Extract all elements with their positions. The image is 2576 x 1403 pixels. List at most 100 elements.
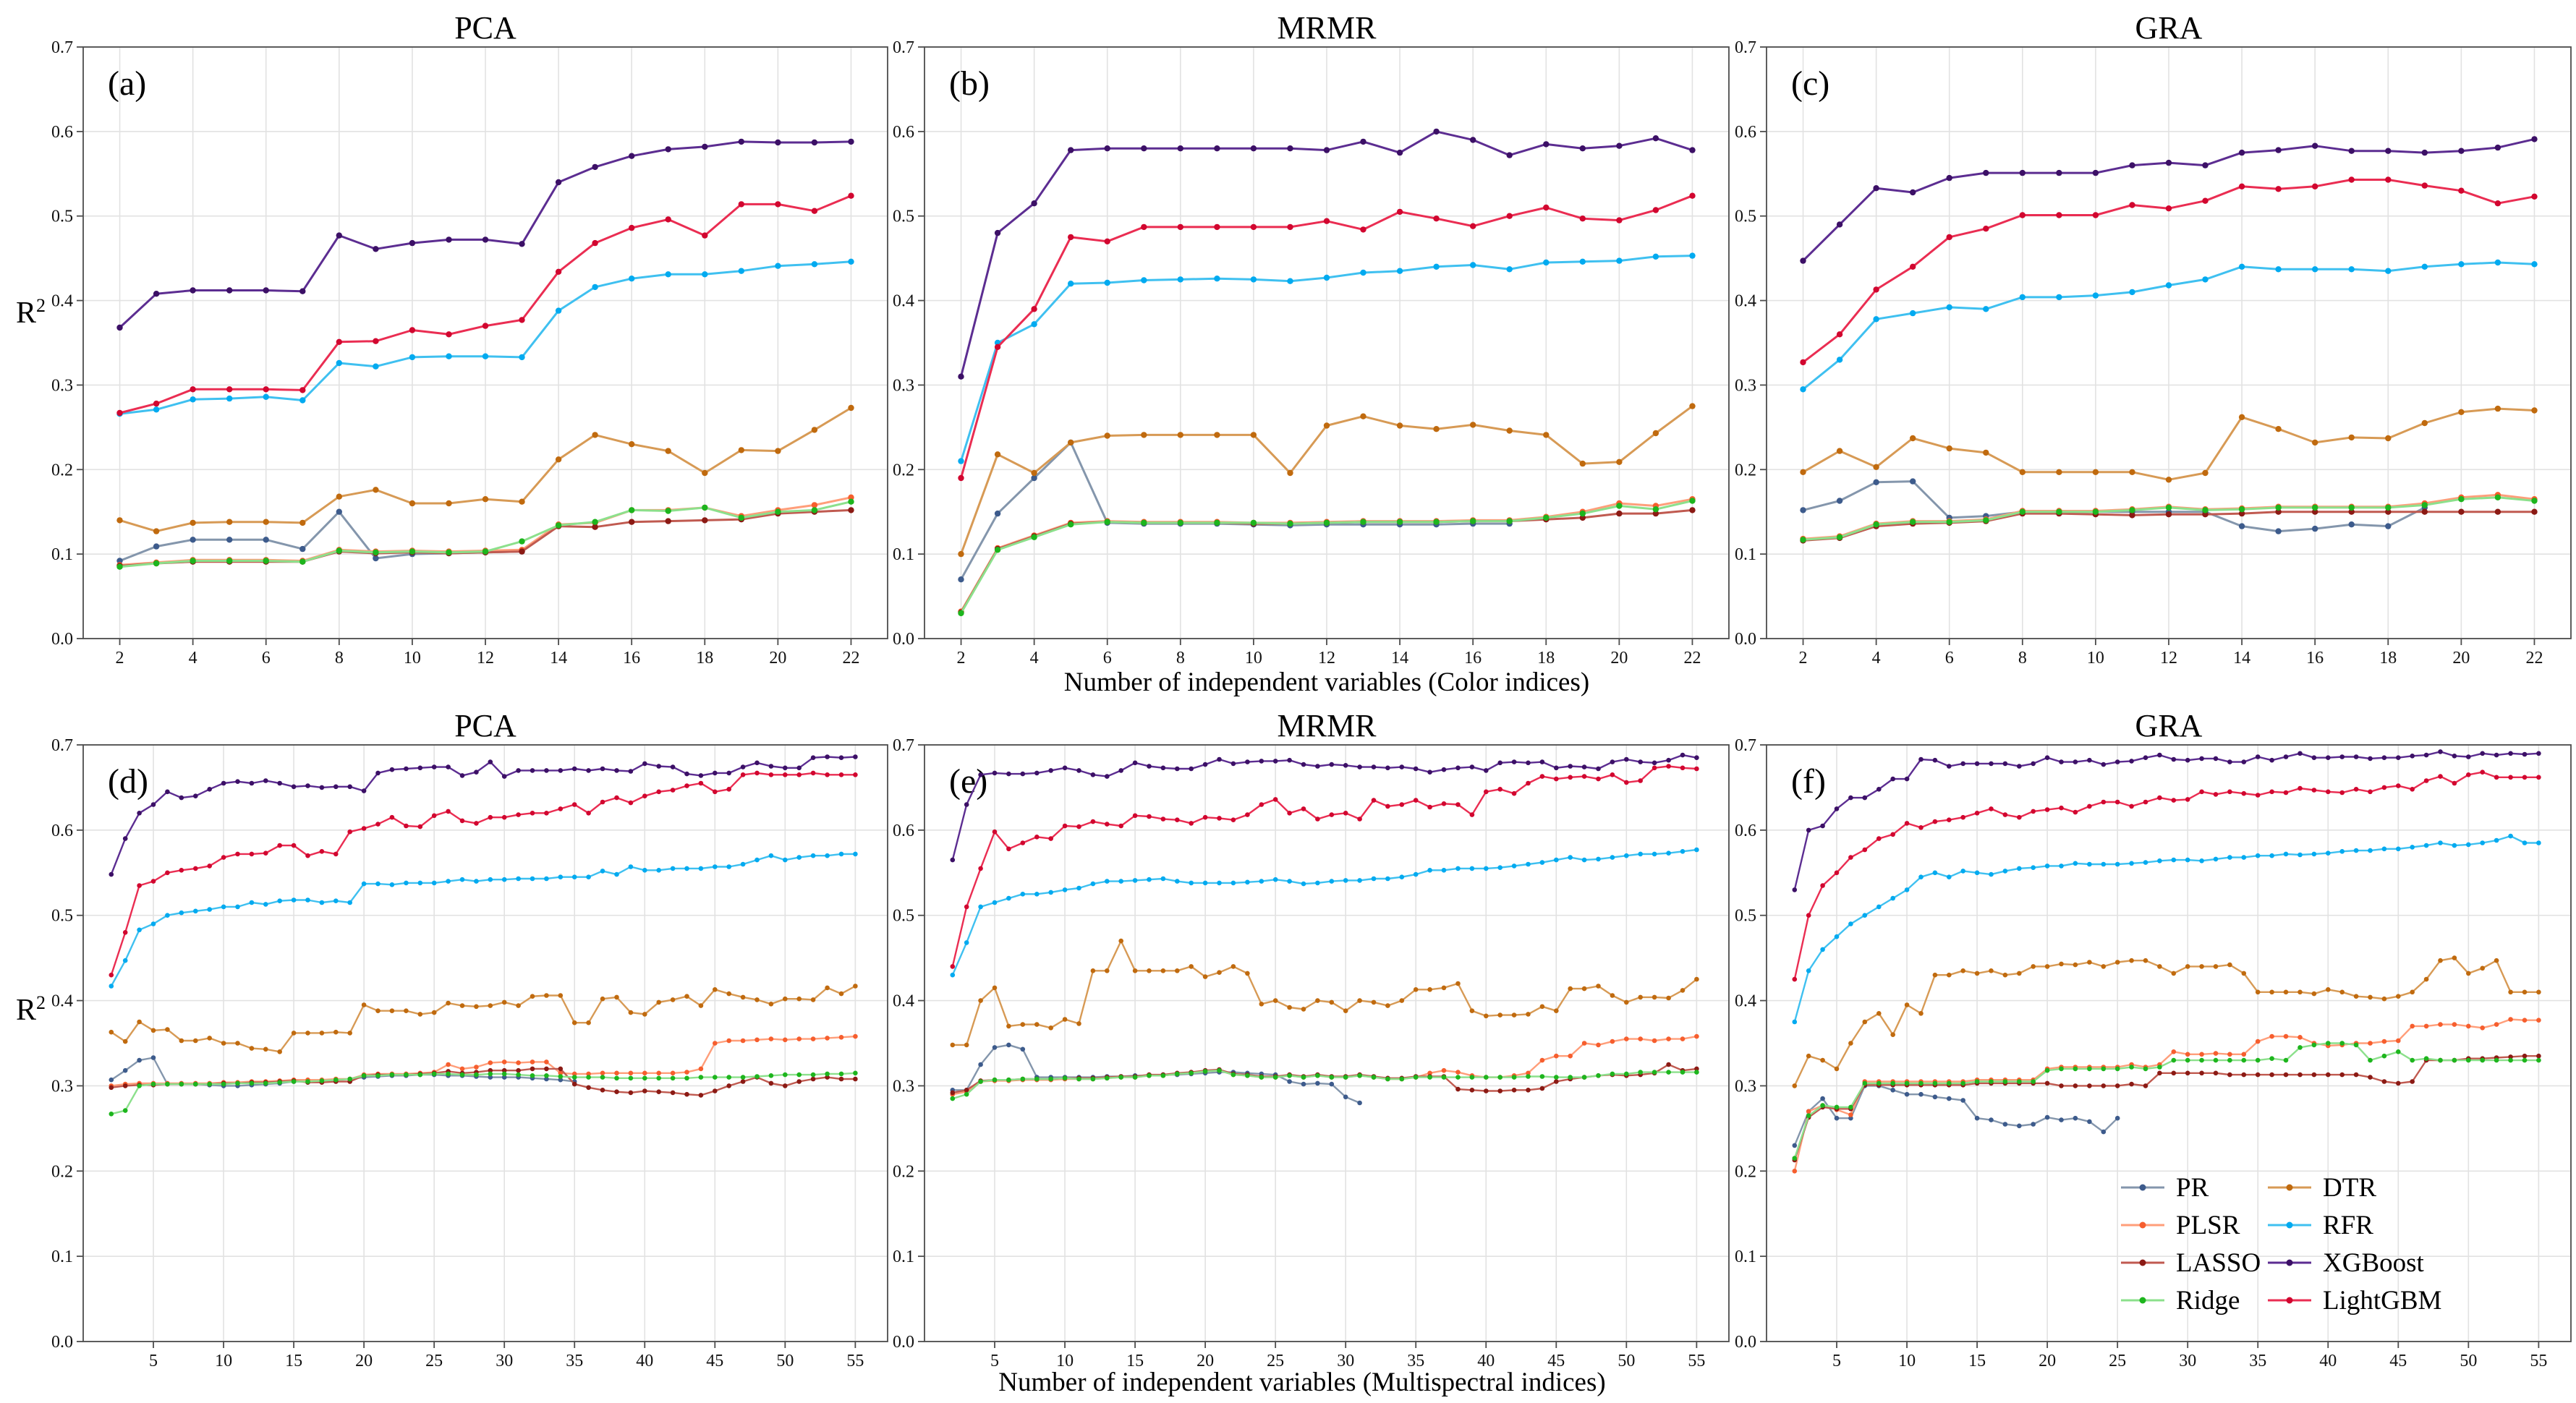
x-tick-label: 18 [696,649,713,668]
lightgbm-point [1904,821,1910,826]
lasso-point [2508,1054,2513,1059]
lightgbm-point [1433,216,1440,222]
xgboost-point [992,770,998,776]
rfr-point [2199,858,2204,863]
ridge-point [2536,1057,2541,1063]
dtr-point [501,999,507,1005]
y-tick-label: 0.0 [51,630,73,649]
pr-point [1932,1094,1938,1100]
x-tick-label: 10 [404,649,421,668]
xgboost-point [558,768,564,773]
xgboost-point [1360,138,1366,145]
lightgbm-point [1689,192,1696,199]
x-tick-label: 12 [1318,649,1335,668]
lightgbm-point [796,772,802,777]
xgboost-point [2171,756,2177,762]
dtr-point [2165,477,2172,483]
x-tick-label: 6 [1103,649,1112,668]
rfr-point [811,261,818,268]
rfr-line [1793,835,2539,1023]
rfr-point [2213,856,2219,862]
lightgbm-point [1848,855,1853,860]
xgboost-point [1105,774,1110,779]
ridge-point [1890,1080,1895,1086]
xgboost-point [1357,764,1362,769]
dtr-point [958,550,964,558]
ridge-point [1214,519,1220,526]
pr-point [994,510,1001,517]
lightgbm-point [1272,797,1278,802]
dtr-point [263,1046,268,1052]
lasso-point [2421,508,2428,515]
xgboost-point [810,755,816,760]
lightgbm-point [2114,799,2120,805]
lasso-point [2531,508,2538,515]
lasso-point [2311,1072,2317,1078]
rfr-point [992,900,998,905]
lightgbm-point [109,972,114,978]
ridge-markers [1792,1041,2541,1161]
lightgbm-point [193,866,198,871]
lasso-point [2171,1070,2177,1076]
ridge-point [2073,1066,2078,1072]
xgboost-point [1287,757,1292,763]
lasso-point [592,524,598,530]
lightgbm-point [2494,775,2499,780]
lightgbm-point [2019,212,2025,218]
panel-e: 5 10 15 20 25 30 35 40 45 50 550.00.10.20.30.40.50… [893,708,1730,1370]
lightgbm-point [1918,825,1924,830]
plsr-point [571,1071,577,1077]
pr-point [1834,1115,1840,1121]
y-tick-label: 0.5 [1735,208,1756,226]
plsr-point [1610,1039,1615,1044]
lightgbm-point [1441,801,1447,806]
xgboost-point [446,764,451,769]
xgboost-point [544,768,549,773]
xgboost-point [109,871,114,877]
lasso-point [2185,1070,2190,1076]
ridge-point [2056,508,2062,515]
dtr-point [2283,989,2289,995]
rfr-point [319,900,325,905]
dtr-point [665,448,671,454]
rfr-point [1469,866,1475,871]
lightgbm-point [1983,226,1989,232]
rfr-point [1652,253,1659,260]
dtr-point [2157,964,2162,969]
dtr-point [2227,962,2232,968]
ridge-point [2129,507,2135,513]
ridge-point [1652,1070,1657,1075]
pr-point [558,1077,564,1083]
y-tick-label: 0.7 [1735,38,1756,57]
plsr-point [2185,1052,2190,1057]
rfr-point [373,363,379,370]
lightgbm-point [1068,234,1074,241]
rfr-markers [116,258,854,417]
ridge-point [249,1080,255,1086]
dtr-point [431,1010,437,1015]
lightgbm-point [404,823,409,829]
lightgbm-point [1105,822,1110,827]
y-tick-label: 0.4 [51,292,73,311]
y-tick-label: 0.0 [1735,1333,1756,1352]
xgboost-point [1834,806,1840,811]
xgboost-point [1272,759,1278,764]
plsr-point [754,1037,760,1043]
x-tick-label: 10 [1245,649,1262,668]
xgboost-point [2087,757,2092,763]
lightgbm-point [1579,216,1586,222]
plsr-point [1792,1169,1798,1174]
lightgbm-point [2410,787,2415,792]
lightgbm-point [1581,774,1587,779]
ridge-point [702,504,708,511]
dtr-point [193,1038,198,1044]
pr-point [150,1055,156,1060]
lightgbm-point [1104,238,1110,244]
lasso-point [2275,508,2282,515]
ridge-point [964,1091,969,1097]
lightgbm-point [1202,814,1208,820]
lightgbm-point [1427,804,1432,810]
lightgbm-point [2353,787,2359,792]
ridge-point [2494,494,2501,500]
rfr-point [592,283,598,291]
